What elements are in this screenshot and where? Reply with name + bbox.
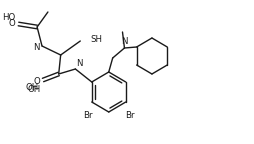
Text: O: O (9, 19, 15, 29)
Text: N: N (34, 42, 40, 52)
Text: Br: Br (83, 111, 92, 120)
Text: OH: OH (26, 84, 39, 92)
Text: Br: Br (125, 111, 134, 120)
Text: SH: SH (90, 36, 102, 44)
Text: O: O (33, 76, 40, 86)
Text: HO: HO (2, 14, 15, 22)
Text: N: N (76, 59, 83, 68)
Text: N: N (121, 37, 128, 46)
Text: OH: OH (27, 86, 41, 94)
